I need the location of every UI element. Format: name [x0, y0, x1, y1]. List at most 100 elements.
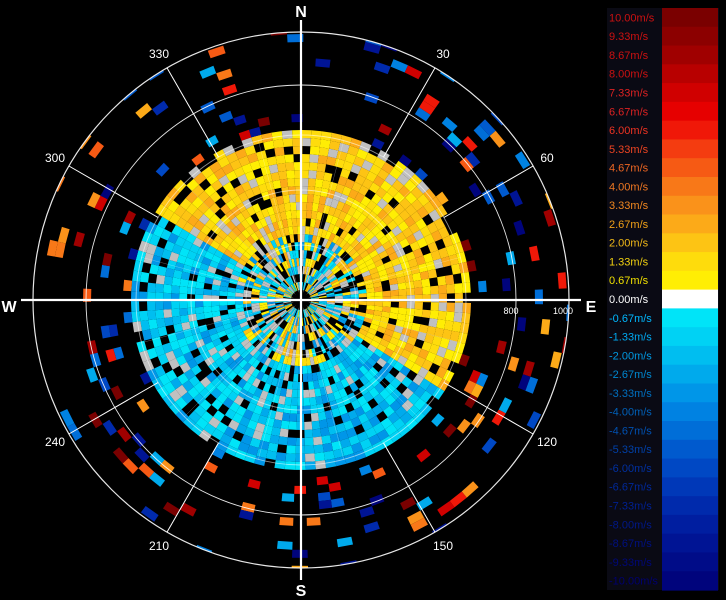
velocity-cell — [246, 375, 256, 385]
velocity-cell — [187, 215, 199, 227]
velocity-cell — [317, 328, 324, 337]
velocity-cell — [305, 226, 310, 235]
velocity-cell — [138, 462, 155, 478]
velocity-cell — [233, 114, 247, 126]
velocity-cell — [265, 181, 275, 191]
velocity-cell — [364, 371, 374, 382]
velocity-cell — [188, 410, 201, 424]
velocity-cell — [230, 240, 240, 250]
velocity-cell — [339, 230, 348, 240]
velocity-cell — [372, 335, 383, 344]
velocity-cell — [332, 254, 340, 263]
velocity-cell — [228, 335, 239, 344]
velocity-cell — [246, 445, 259, 456]
velocity-cell — [170, 377, 183, 390]
velocity-cell — [438, 247, 449, 259]
velocity-cell — [257, 248, 266, 257]
velocity-cell — [317, 203, 325, 213]
velocity-cell — [380, 352, 391, 363]
velocity-cell — [251, 288, 261, 293]
velocity-cell — [302, 282, 306, 291]
velocity-cell — [252, 241, 261, 251]
velocity-cell — [221, 352, 232, 362]
velocity-cell — [364, 152, 378, 164]
legend-swatch — [662, 439, 718, 460]
velocity-cell — [222, 181, 234, 193]
velocity-cell — [259, 390, 269, 400]
velocity-cell — [337, 274, 346, 281]
velocity-cell — [340, 438, 352, 449]
velocity-cell — [313, 252, 319, 261]
velocity-cell — [361, 159, 374, 172]
azimuth-subspoke — [184, 305, 296, 417]
velocity-cell — [428, 209, 441, 222]
velocity-cell — [287, 242, 293, 252]
velocity-cell — [249, 336, 259, 345]
velocity-cell — [391, 179, 404, 192]
velocity-cell — [390, 388, 402, 401]
velocity-cell — [181, 391, 194, 404]
velocity-cell — [368, 434, 381, 446]
velocity-cell — [233, 395, 244, 406]
velocity-cell — [306, 357, 311, 366]
velocity-cell — [195, 288, 204, 295]
velocity-cell — [323, 450, 335, 461]
velocity-cell — [419, 100, 436, 115]
velocity-cell — [368, 182, 381, 194]
velocity-cell — [399, 238, 410, 249]
velocity-cell — [258, 271, 267, 279]
velocity-cell — [296, 309, 299, 318]
velocity-cell — [307, 242, 312, 251]
velocity-cell — [195, 306, 204, 314]
velocity-cell — [336, 353, 345, 363]
velocity-cell — [179, 301, 188, 309]
velocity-cell — [341, 186, 352, 197]
velocity-cell — [255, 341, 264, 351]
velocity-cell — [227, 308, 237, 315]
velocity-cell — [314, 338, 321, 348]
velocity-cell — [216, 392, 228, 404]
velocity-cell — [303, 317, 307, 326]
velocity-cell — [324, 458, 337, 469]
velocity-cell — [153, 246, 165, 258]
velocity-cell — [203, 311, 213, 319]
velocity-cell — [264, 328, 272, 336]
velocity-cell — [476, 372, 489, 387]
velocity-cell — [304, 325, 309, 334]
velocity-cell — [332, 390, 342, 401]
velocity-cell — [270, 311, 279, 317]
velocity-cell — [356, 431, 369, 443]
velocity-cell — [322, 361, 330, 370]
velocity-cell — [239, 416, 251, 427]
velocity-cell — [465, 151, 481, 168]
velocity-cell — [248, 244, 258, 254]
velocity-cell — [293, 308, 298, 317]
velocity-cell — [249, 256, 258, 265]
velocity-cell — [234, 184, 245, 196]
velocity-cell — [186, 358, 198, 369]
azimuth-subspoke — [184, 183, 296, 295]
velocity-cell — [241, 229, 251, 239]
velocity-cell — [453, 312, 463, 323]
velocity-cell — [325, 239, 332, 249]
velocity-cell — [236, 222, 246, 233]
velocity-cell — [361, 270, 371, 278]
velocity-cell — [123, 311, 133, 324]
velocity-cell — [263, 243, 272, 253]
velocity-cell — [310, 302, 319, 305]
velocity-cell — [308, 332, 313, 342]
velocity-cell — [454, 302, 463, 313]
velocity-cell — [256, 448, 268, 459]
velocity-cell — [287, 340, 292, 349]
velocity-cell — [430, 374, 443, 387]
velocity-cell — [233, 166, 245, 178]
velocity-cell — [267, 305, 276, 309]
azimuth-subspoke — [306, 305, 418, 417]
velocity-cell — [204, 185, 216, 197]
velocity-cell — [310, 243, 315, 252]
velocity-cell — [195, 312, 205, 321]
velocity-cell — [376, 343, 387, 353]
velocity-cell — [396, 173, 410, 186]
velocity-cell — [202, 335, 213, 345]
velocity-cell — [358, 301, 367, 306]
